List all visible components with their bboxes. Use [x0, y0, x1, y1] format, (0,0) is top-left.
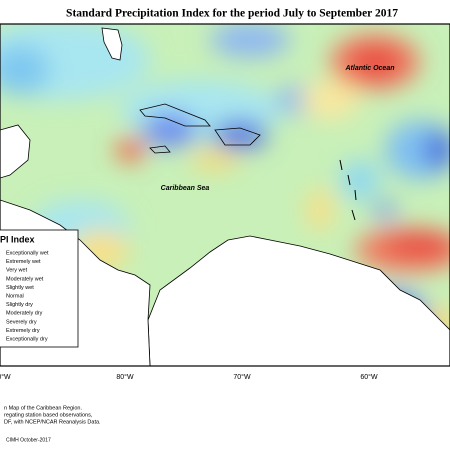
longitude-label: 0°W — [0, 373, 11, 381]
legend-item: Exceptionally dry — [6, 336, 48, 342]
legend-item: Extremely wet — [6, 259, 41, 265]
sea-label: Caribbean Sea — [161, 185, 210, 192]
legend-item: Moderately dry — [6, 311, 43, 317]
longitude-label: 80°W — [116, 373, 134, 381]
legend-item: Moderately wet — [6, 276, 44, 282]
note: regating station based observations, — [4, 412, 93, 418]
legend-title: SPI Index — [0, 234, 35, 244]
credit: CIMH October-2017 — [6, 437, 51, 443]
map-title: Standard Precipitation Index for the per… — [66, 8, 398, 20]
ocean-label: Atlantic Ocean — [344, 65, 394, 72]
longitude-label: 60°W — [360, 373, 378, 381]
legend-item: Slightly wet — [6, 285, 34, 291]
legend-item: Extremely dry — [6, 328, 40, 334]
note: n Map of the Caribbean Region. — [4, 405, 82, 411]
legend-item: Severely dry — [6, 319, 37, 325]
note: DF, with NCEP/NCAR Reanalysis Data. — [4, 419, 101, 425]
legend-item: Normal — [6, 293, 24, 299]
legend-item: Exceptionally wet — [6, 250, 49, 256]
legend: SPI Index Exceptionally wet Extremely wet… — [0, 229, 79, 348]
longitude-label: 70°W — [233, 373, 251, 381]
legend-item: Slightly dry — [6, 302, 33, 308]
legend-item: Very wet — [6, 268, 28, 274]
